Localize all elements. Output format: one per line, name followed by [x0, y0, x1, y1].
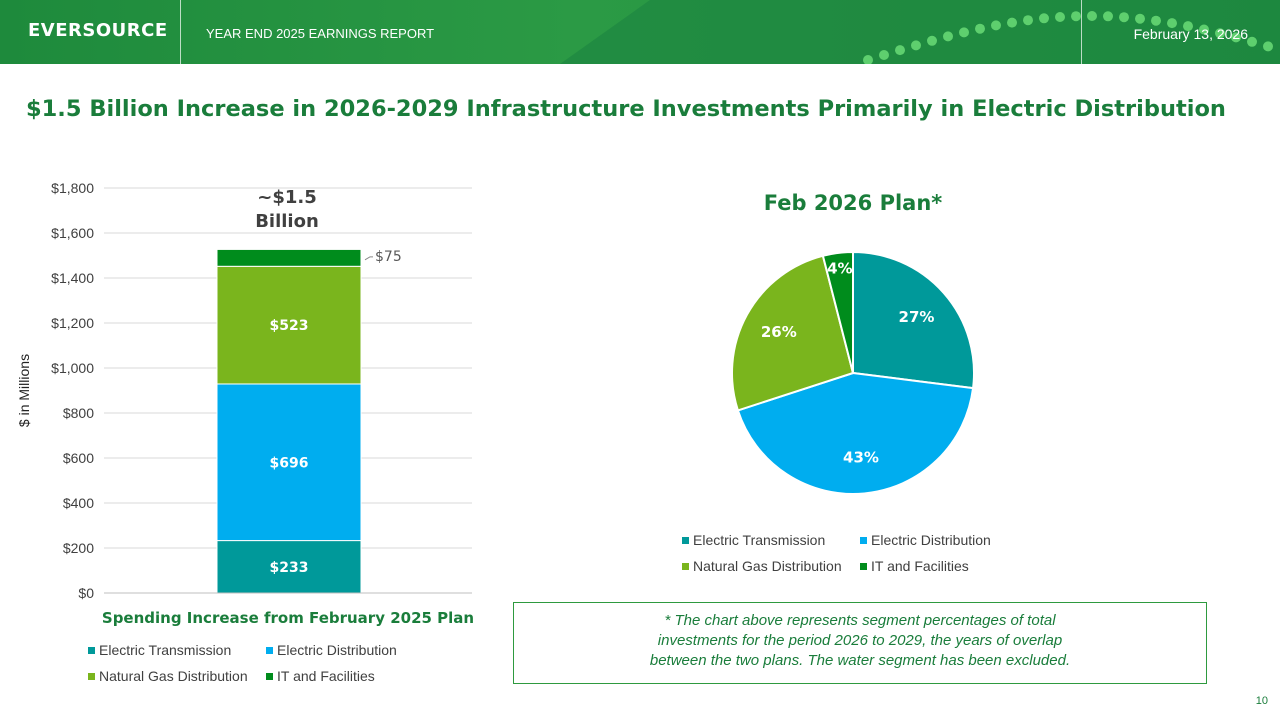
legend-label: Electric Transmission: [693, 532, 826, 548]
header-dot: [911, 40, 921, 51]
legend-swatch: [266, 672, 273, 680]
y-tick-label: $600: [63, 450, 94, 466]
legend-item-it-and-facilities: IT and Facilities: [860, 558, 969, 574]
y-tick-label: $1,200: [51, 315, 94, 331]
stacked-bar-chart: $0 $200 $400 $600 $800 $1,000 $1,200 $1,400 $1,6…: [16, 180, 474, 627]
header-dot: [1071, 11, 1081, 22]
slide-title: $1.5 Billion Increase in 2026-2029 Infra…: [26, 96, 1226, 122]
report-date: February 13, 2026: [1133, 26, 1248, 42]
legend-label: Electric Distribution: [277, 642, 397, 658]
header-dot: [1199, 24, 1209, 35]
legend-swatch: [860, 562, 867, 570]
header-divider: [180, 0, 181, 64]
legend-label: IT and Facilities: [277, 668, 375, 684]
report-title: YEAR END 2025 EARNINGS REPORT: [206, 26, 435, 41]
legend-swatch: [88, 646, 95, 654]
legend-label: Natural Gas Distribution: [99, 668, 248, 684]
y-tick-label: $1,000: [51, 360, 94, 376]
y-tick-label: $800: [63, 405, 94, 421]
legend-label: Electric Distribution: [871, 532, 991, 548]
footnote-box: * The chart above represents segment per…: [513, 602, 1207, 684]
pie-chart-title: Feb 2026 Plan*: [764, 191, 943, 215]
pie-slice: [821, 250, 854, 374]
pie-data-label: 26%: [761, 323, 797, 341]
bar-chart-title: Spending Increase from February 2025 Pla…: [102, 609, 474, 627]
header-dot: [959, 27, 969, 38]
header-dot: [1007, 17, 1017, 28]
header-dot: [927, 35, 937, 46]
header-dot: [1183, 21, 1193, 32]
header-dot: [991, 20, 1001, 31]
pie-data-label: 43%: [843, 448, 879, 466]
pie-data-label: 27%: [899, 308, 935, 326]
header-dot: [1087, 11, 1097, 21]
legend-item-electric-transmission: Electric Transmission: [88, 642, 231, 658]
legend-item-electric-transmission: Electric Transmission: [682, 532, 825, 548]
legend-swatch: [682, 562, 689, 570]
bar-chart-legend: Electric Transmission Electric Distribut…: [88, 642, 468, 686]
header-dot: [1247, 36, 1257, 47]
header-dot: [1055, 12, 1065, 22]
eversource-logo: EVERSOURCE: [28, 20, 168, 41]
legend-swatch: [682, 536, 689, 544]
legend-label: IT and Facilities: [871, 558, 969, 574]
pie-slice: [852, 250, 975, 390]
header-dot: [895, 45, 905, 56]
footnote-line: * The chart above represents segment per…: [664, 612, 1056, 629]
bar-segment: [216, 265, 362, 385]
pie-slice: [736, 371, 975, 495]
header-dot: [879, 50, 889, 60]
header-divider: [1081, 0, 1082, 64]
y-axis-label: $ in Millions: [16, 354, 32, 427]
y-tick-label: $400: [63, 495, 94, 511]
bar-data-label: $233: [270, 560, 309, 576]
header-dot: [1151, 15, 1161, 26]
leader-line: [364, 256, 373, 261]
y-tick-label: $1,400: [51, 270, 94, 286]
bar-data-label: $75: [375, 249, 402, 265]
legend-swatch: [266, 646, 273, 654]
y-tick-label: $200: [63, 540, 94, 556]
pie-data-label: 4%: [827, 260, 852, 278]
y-tick-label: $0: [78, 585, 94, 601]
footnote-line: between the two plans. The water segment…: [649, 652, 1071, 669]
pie-slice: [731, 254, 855, 412]
header-dot: [1231, 32, 1241, 43]
total-annotation: Billion: [255, 211, 319, 232]
header-dot: [1263, 41, 1273, 52]
footnote-line: investments for the period 2026 to 2029,…: [657, 632, 1063, 649]
bar-data-label: $523: [270, 318, 309, 334]
header-dot: [1167, 18, 1177, 29]
legend-label: Natural Gas Distribution: [693, 558, 842, 574]
header-dot: [1215, 28, 1225, 39]
header-dot: [863, 55, 873, 64]
page-number: 10: [1255, 695, 1268, 707]
y-tick-label: $1,800: [51, 180, 94, 196]
bar-data-label: $696: [270, 455, 309, 471]
header-dot: [1039, 13, 1049, 24]
legend-swatch: [88, 672, 95, 680]
legend-item-natural-gas-distribution: Natural Gas Distribution: [88, 668, 248, 684]
header-dots-decoration: [560, 0, 1280, 64]
pie-chart-legend: Electric Transmission Electric Distribut…: [682, 532, 1062, 576]
legend-item-natural-gas-distribution: Natural Gas Distribution: [682, 558, 842, 574]
legend-item-electric-distribution: Electric Distribution: [266, 642, 397, 658]
bar-segment: [216, 248, 362, 267]
pie-chart: Feb 2026 Plan* 27% 43% 26% 4%: [731, 191, 975, 495]
legend-label: Electric Transmission: [99, 642, 232, 658]
bar-segment: [216, 383, 362, 542]
legend-swatch: [860, 536, 867, 544]
legend-item-it-and-facilities: IT and Facilities: [266, 668, 375, 684]
header-dot: [1023, 15, 1033, 26]
y-tick-label: $1,600: [51, 225, 94, 241]
header-dot: [1135, 13, 1145, 24]
header-dot: [1103, 11, 1113, 22]
header-dot: [943, 31, 953, 42]
bar-segment: [216, 540, 362, 594]
legend-item-electric-distribution: Electric Distribution: [860, 532, 991, 548]
total-annotation: ~$1.5: [257, 187, 317, 208]
header-dot: [975, 23, 985, 34]
header-dot: [1119, 12, 1129, 23]
header-bar: EVERSOURCE YEAR END 2025 EARNINGS REPORT…: [0, 0, 1280, 64]
